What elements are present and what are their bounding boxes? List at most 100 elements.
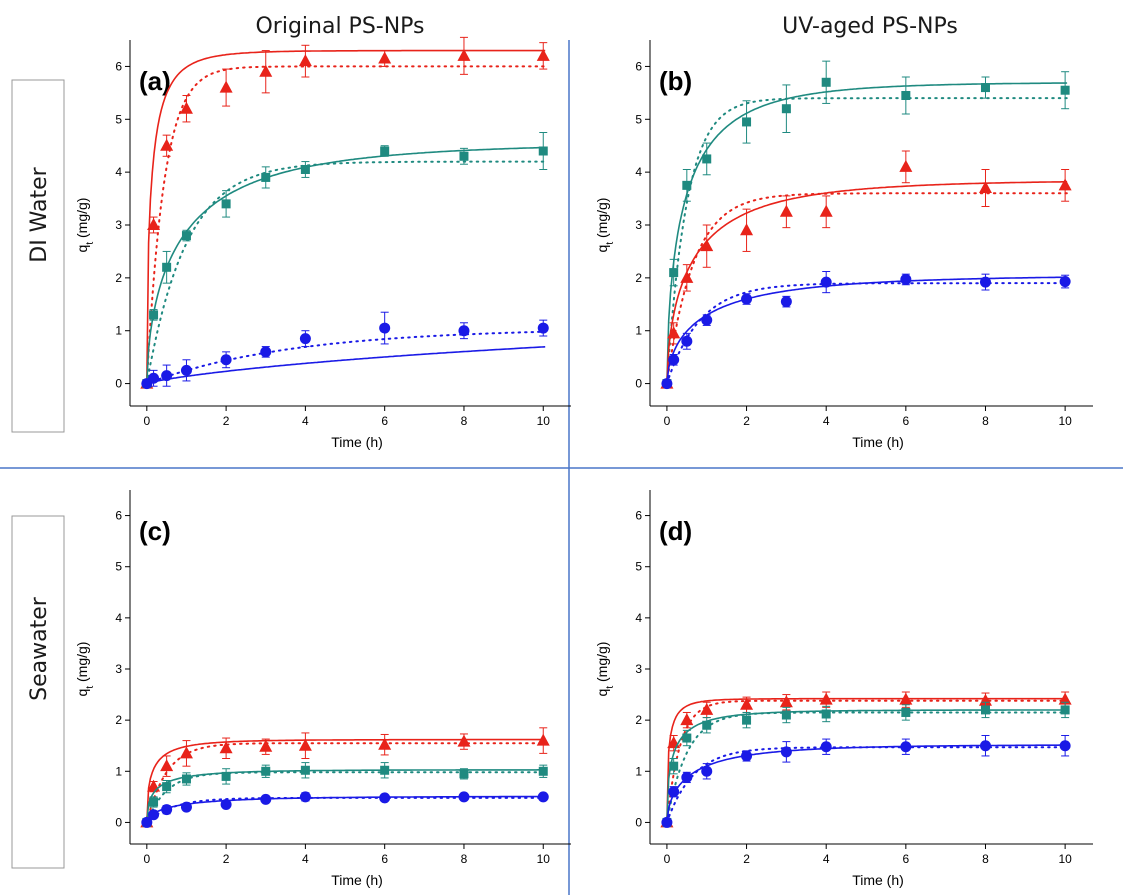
x-axis-label: Time (h) xyxy=(852,872,904,888)
data-point-red-triangle xyxy=(1058,692,1072,705)
data-point-blue-circle xyxy=(260,793,272,805)
data-point-red-triangle xyxy=(219,741,233,754)
data-point-teal-square xyxy=(821,709,831,719)
solid-fit-curve-blue-circle xyxy=(146,795,546,823)
data-point-red-triangle xyxy=(147,218,161,230)
data-point-teal-square xyxy=(380,146,390,156)
x-tick-label: 0 xyxy=(143,852,150,866)
data-point-red-triangle xyxy=(700,239,714,252)
data-point-red-triangle xyxy=(779,204,793,217)
dotted-fit-curve-blue-circle xyxy=(145,796,547,824)
solid-fit-curve-teal-square xyxy=(666,82,1068,384)
data-point-teal-square xyxy=(781,104,791,114)
solid-fit-curve-red-triangle xyxy=(146,49,546,384)
y-tick-label: 2 xyxy=(115,713,122,727)
x-tick-label: 2 xyxy=(223,852,230,866)
data-point-blue-circle xyxy=(148,809,160,821)
x-tick-label: 6 xyxy=(902,852,909,866)
data-point-blue-circle xyxy=(820,276,832,288)
data-point-blue-circle xyxy=(180,364,192,376)
solid-fit-curve-red-triangle xyxy=(146,738,546,823)
data-point-blue-circle xyxy=(661,378,673,390)
data-point-blue-circle xyxy=(820,741,832,753)
data-point-teal-square xyxy=(221,771,231,781)
data-point-red-triangle xyxy=(160,759,174,772)
data-point-blue-circle xyxy=(661,816,673,828)
data-point-teal-square xyxy=(181,231,191,241)
data-point-teal-square xyxy=(901,707,911,717)
y-tick-label: 4 xyxy=(115,611,122,625)
x-tick-label: 8 xyxy=(982,414,989,428)
data-point-red-triangle xyxy=(700,702,714,715)
y-tick-label: 4 xyxy=(635,165,642,179)
data-point-red-triangle xyxy=(457,734,471,747)
data-point-red-triangle xyxy=(536,733,550,746)
panel-label: (d) xyxy=(659,516,692,546)
data-point-red-triangle xyxy=(179,746,193,759)
panel-label: (c) xyxy=(139,516,171,546)
data-point-teal-square xyxy=(742,117,752,127)
dotted-fit-curve-red-triangle xyxy=(665,192,1069,385)
data-point-red-triangle xyxy=(740,697,754,710)
data-point-blue-circle xyxy=(681,335,693,347)
data-point-blue-circle xyxy=(701,314,713,326)
data-point-blue-circle xyxy=(379,792,391,804)
data-point-blue-circle xyxy=(299,333,311,345)
x-tick-label: 4 xyxy=(302,852,309,866)
data-point-blue-circle xyxy=(681,771,693,783)
data-point-blue-circle xyxy=(979,740,991,752)
data-point-blue-circle xyxy=(1059,276,1071,288)
dotted-fit-curve-red-triangle xyxy=(145,742,547,824)
row-header-di-water: DI Water xyxy=(27,166,52,262)
data-point-blue-circle xyxy=(220,799,232,811)
data-point-teal-square xyxy=(702,154,712,164)
data-point-blue-circle xyxy=(900,741,912,753)
solid-fit-curve-red-triangle xyxy=(666,697,1068,823)
y-tick-label: 3 xyxy=(635,662,642,676)
x-tick-label: 10 xyxy=(1058,414,1072,428)
row-header-seawater: Seawater xyxy=(27,596,52,701)
data-point-red-triangle xyxy=(978,181,992,193)
data-point-red-triangle xyxy=(680,713,694,726)
data-point-teal-square xyxy=(742,715,752,725)
data-point-red-triangle xyxy=(457,48,471,61)
data-point-blue-circle xyxy=(260,346,272,358)
data-point-red-triangle xyxy=(298,738,312,751)
data-point-teal-square xyxy=(380,765,390,775)
y-tick-label: 0 xyxy=(115,377,122,391)
data-point-teal-square xyxy=(300,165,310,174)
data-point-teal-square xyxy=(1060,85,1070,95)
data-point-teal-square xyxy=(980,83,990,93)
data-point-teal-square xyxy=(162,262,172,272)
data-point-teal-square xyxy=(261,172,271,182)
x-tick-label: 8 xyxy=(982,852,989,866)
row-header-box-seawater xyxy=(11,515,65,869)
data-point-blue-circle xyxy=(161,804,173,816)
data-point-teal-square xyxy=(459,151,469,161)
y-tick-label: 5 xyxy=(115,560,122,574)
x-tick-label: 8 xyxy=(461,852,468,866)
dotted-fit-curve-blue-circle xyxy=(665,282,1069,385)
solid-fit-curve-teal-square xyxy=(146,146,546,384)
solid-fit-curve-blue-circle xyxy=(666,744,1068,823)
panel-c: 0 1 2 3 4 5 6 0 2 4 6 8 10 Time (h) qt (mg/g) (c) xyxy=(74,490,571,888)
data-point-red-triangle xyxy=(667,326,681,339)
data-point-blue-circle xyxy=(537,322,549,334)
y-tick-label: 1 xyxy=(635,764,642,778)
y-tick-label: 2 xyxy=(635,713,642,727)
data-point-teal-square xyxy=(162,782,172,792)
data-point-blue-circle xyxy=(148,372,160,384)
y-tick-label: 6 xyxy=(635,59,642,73)
dotted-fit-curve-red-triangle xyxy=(665,699,1069,824)
x-tick-label: 10 xyxy=(537,414,551,428)
solid-fit-curve-teal-square xyxy=(666,709,1068,823)
y-tick-label: 5 xyxy=(635,560,642,574)
data-point-red-triangle xyxy=(536,48,550,61)
data-point-red-triangle xyxy=(680,270,694,283)
data-point-blue-circle xyxy=(780,746,792,758)
y-tick-label: 2 xyxy=(115,271,122,285)
solid-fit-curve-blue-circle xyxy=(146,346,546,385)
x-tick-label: 4 xyxy=(823,414,830,428)
panel-label: (a) xyxy=(139,66,171,96)
